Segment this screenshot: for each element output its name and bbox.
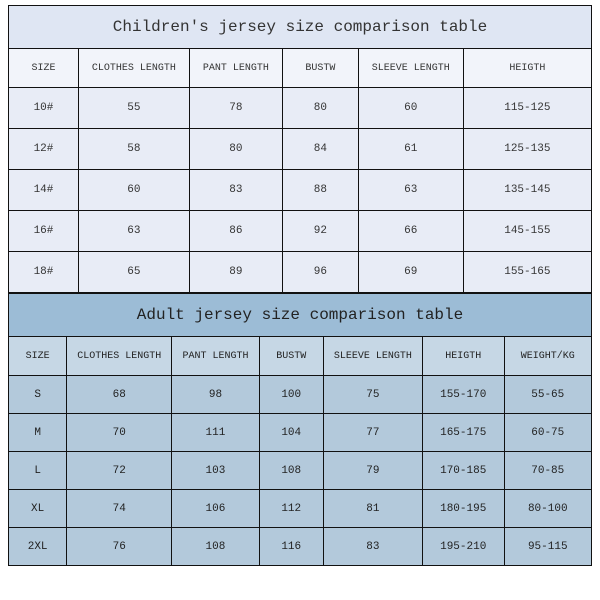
table-cell: 115-125 — [463, 88, 591, 129]
table-cell: 79 — [323, 452, 422, 490]
table-cell: 180-195 — [422, 490, 504, 528]
table-cell: 72 — [67, 452, 172, 490]
table-cell: 135-145 — [463, 170, 591, 211]
table-cell: 170-185 — [422, 452, 504, 490]
table-cell: 18# — [9, 252, 79, 293]
table-cell: 2XL — [9, 528, 67, 566]
table-cell: 16# — [9, 211, 79, 252]
table-cell: 125-135 — [463, 129, 591, 170]
column-header: PANT LENGTH — [172, 337, 259, 376]
column-header: SIZE — [9, 49, 79, 88]
table-cell: 84 — [282, 129, 358, 170]
children-title-row: Children's jersey size comparison table — [9, 6, 592, 49]
adult-header-row: SIZECLOTHES LENGTHPANT LENGTHBUSTWSLEEVE… — [9, 337, 592, 376]
table-cell: 68 — [67, 376, 172, 414]
children-title: Children's jersey size comparison table — [9, 6, 592, 49]
table-cell: 98 — [172, 376, 259, 414]
table-cell: 165-175 — [422, 414, 504, 452]
table-cell: 58 — [78, 129, 189, 170]
table-cell: 66 — [358, 211, 463, 252]
table-cell: 78 — [189, 88, 282, 129]
table-cell: L — [9, 452, 67, 490]
table-row: S689810075155-17055-65 — [9, 376, 592, 414]
table-cell: 88 — [282, 170, 358, 211]
adult-title: Adult jersey size comparison table — [9, 294, 592, 337]
table-cell: 60 — [78, 170, 189, 211]
table-cell: 111 — [172, 414, 259, 452]
table-cell: 10# — [9, 88, 79, 129]
table-cell: 100 — [259, 376, 323, 414]
table-cell: 195-210 — [422, 528, 504, 566]
table-row: 14#60838863135-145 — [9, 170, 592, 211]
table-cell: 77 — [323, 414, 422, 452]
table-cell: 83 — [323, 528, 422, 566]
table-row: 16#63869266145-155 — [9, 211, 592, 252]
table-cell: 103 — [172, 452, 259, 490]
table-cell: 80 — [189, 129, 282, 170]
table-cell: 69 — [358, 252, 463, 293]
table-cell: 83 — [189, 170, 282, 211]
table-cell: 116 — [259, 528, 323, 566]
table-row: 2XL7610811683195-21095-115 — [9, 528, 592, 566]
table-cell: XL — [9, 490, 67, 528]
children-header-row: SIZECLOTHES LENGTHPANT LENGTHBUSTWSLEEVE… — [9, 49, 592, 88]
column-header: SLEEVE LENGTH — [323, 337, 422, 376]
table-row: L7210310879170-18570-85 — [9, 452, 592, 490]
table-cell: 12# — [9, 129, 79, 170]
table-cell: 108 — [259, 452, 323, 490]
table-cell: 112 — [259, 490, 323, 528]
column-header: WEIGHT/KG — [504, 337, 591, 376]
table-cell: 55 — [78, 88, 189, 129]
adult-title-row: Adult jersey size comparison table — [9, 294, 592, 337]
table-cell: 145-155 — [463, 211, 591, 252]
table-row: XL7410611281180-19580-100 — [9, 490, 592, 528]
table-cell: 63 — [358, 170, 463, 211]
table-cell: 76 — [67, 528, 172, 566]
table-row: 12#58808461125-135 — [9, 129, 592, 170]
column-header: PANT LENGTH — [189, 49, 282, 88]
table-cell: 80-100 — [504, 490, 591, 528]
table-cell: 65 — [78, 252, 189, 293]
table-cell: 81 — [323, 490, 422, 528]
table-cell: 80 — [282, 88, 358, 129]
column-header: SIZE — [9, 337, 67, 376]
table-row: M7011110477165-17560-75 — [9, 414, 592, 452]
table-row: 10#55788060115-125 — [9, 88, 592, 129]
column-header: HEIGTH — [463, 49, 591, 88]
column-header: SLEEVE LENGTH — [358, 49, 463, 88]
table-cell: 70 — [67, 414, 172, 452]
table-cell: 60-75 — [504, 414, 591, 452]
adult-size-table: Adult jersey size comparison table SIZEC… — [8, 293, 592, 566]
table-cell: 155-170 — [422, 376, 504, 414]
column-header: BUSTW — [259, 337, 323, 376]
table-cell: 155-165 — [463, 252, 591, 293]
table-cell: 86 — [189, 211, 282, 252]
table-cell: 55-65 — [504, 376, 591, 414]
children-size-table: Children's jersey size comparison table … — [8, 5, 592, 293]
table-cell: 96 — [282, 252, 358, 293]
column-header: CLOTHES LENGTH — [67, 337, 172, 376]
table-cell: 60 — [358, 88, 463, 129]
table-cell: 74 — [67, 490, 172, 528]
table-cell: S — [9, 376, 67, 414]
table-cell: 70-85 — [504, 452, 591, 490]
table-cell: 61 — [358, 129, 463, 170]
table-cell: 104 — [259, 414, 323, 452]
table-cell: 63 — [78, 211, 189, 252]
table-row: 18#65899669155-165 — [9, 252, 592, 293]
table-cell: 75 — [323, 376, 422, 414]
column-header: CLOTHES LENGTH — [78, 49, 189, 88]
column-header: HEIGTH — [422, 337, 504, 376]
table-cell: 95-115 — [504, 528, 591, 566]
table-cell: 89 — [189, 252, 282, 293]
column-header: BUSTW — [282, 49, 358, 88]
table-cell: 92 — [282, 211, 358, 252]
table-cell: 108 — [172, 528, 259, 566]
table-cell: M — [9, 414, 67, 452]
table-cell: 106 — [172, 490, 259, 528]
table-cell: 14# — [9, 170, 79, 211]
